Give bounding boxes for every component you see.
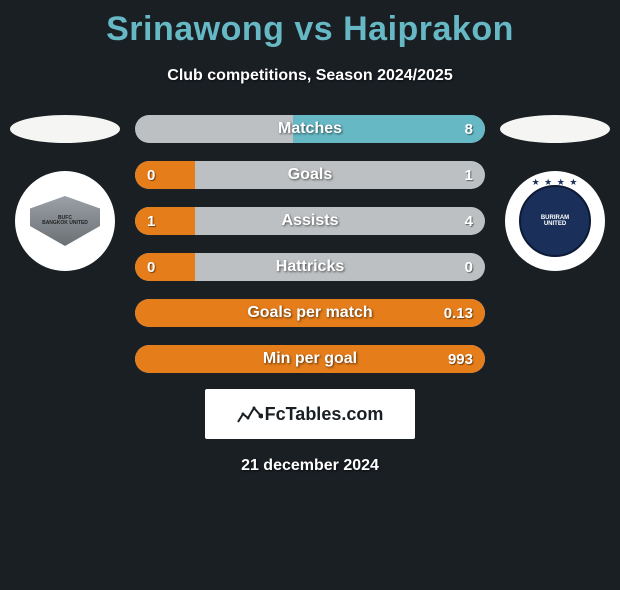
stat-fill-left	[135, 253, 195, 281]
left-club-name: BANGKOK UNITED	[42, 221, 88, 227]
stat-value-left: 1	[147, 213, 155, 230]
right-player-column: ★ ★ ★ ★ BURIRAM UNITED	[495, 115, 615, 271]
right-club-stars-icon: ★ ★ ★ ★	[532, 177, 579, 188]
stat-fill-left	[135, 161, 195, 189]
brand-text: FcTables.com	[265, 404, 384, 425]
stats-column: Matches 8 0 Goals 1 1 Assists 4 0 Hattricks 0 Goals…	[135, 115, 485, 373]
date-line: 21 december 2024	[0, 457, 620, 475]
stat-label: Goals	[288, 166, 332, 184]
right-club-crest-icon: BURIRAM UNITED	[519, 185, 591, 257]
stat-row: 1 Assists 4	[135, 207, 485, 235]
stat-label: Hattricks	[276, 258, 344, 276]
stat-row: 0 Goals 1	[135, 161, 485, 189]
stat-row: 0 Hattricks 0	[135, 253, 485, 281]
stat-row: Goals per match 0.13	[135, 299, 485, 327]
right-club-badge: ★ ★ ★ ★ BURIRAM UNITED	[505, 171, 605, 271]
right-player-photo-placeholder	[500, 115, 610, 143]
stat-value-right: 993	[448, 351, 473, 368]
stat-value-left: 0	[147, 167, 155, 184]
stat-value-right: 0	[465, 259, 473, 276]
page-title: Srinawong vs Haiprakon	[0, 10, 620, 49]
left-player-photo-placeholder	[10, 115, 120, 143]
left-player-column: BUFC BANGKOK UNITED	[5, 115, 125, 271]
right-club-name: UNITED	[544, 221, 566, 227]
stat-value-right: 8	[465, 121, 473, 138]
stat-label: Min per goal	[263, 350, 357, 368]
stat-label: Assists	[282, 212, 339, 230]
stat-value-right: 4	[465, 213, 473, 230]
stat-value-left: 0	[147, 259, 155, 276]
stat-row: Matches 8	[135, 115, 485, 143]
stat-value-right: 0.13	[444, 305, 473, 322]
stat-fill-left	[135, 207, 195, 235]
stat-row: Min per goal 993	[135, 345, 485, 373]
left-club-crest-icon: BUFC BANGKOK UNITED	[30, 196, 100, 246]
subtitle: Club competitions, Season 2024/2025	[0, 67, 620, 85]
brand-footer: FcTables.com	[205, 389, 415, 439]
left-club-badge: BUFC BANGKOK UNITED	[15, 171, 115, 271]
fctables-logo-icon	[237, 404, 263, 424]
comparison-layout: BUFC BANGKOK UNITED Matches 8 0 Goals 1 1 Assi…	[0, 115, 620, 373]
stat-label: Matches	[278, 120, 342, 138]
stat-value-right: 1	[465, 167, 473, 184]
stat-label: Goals per match	[247, 304, 372, 322]
